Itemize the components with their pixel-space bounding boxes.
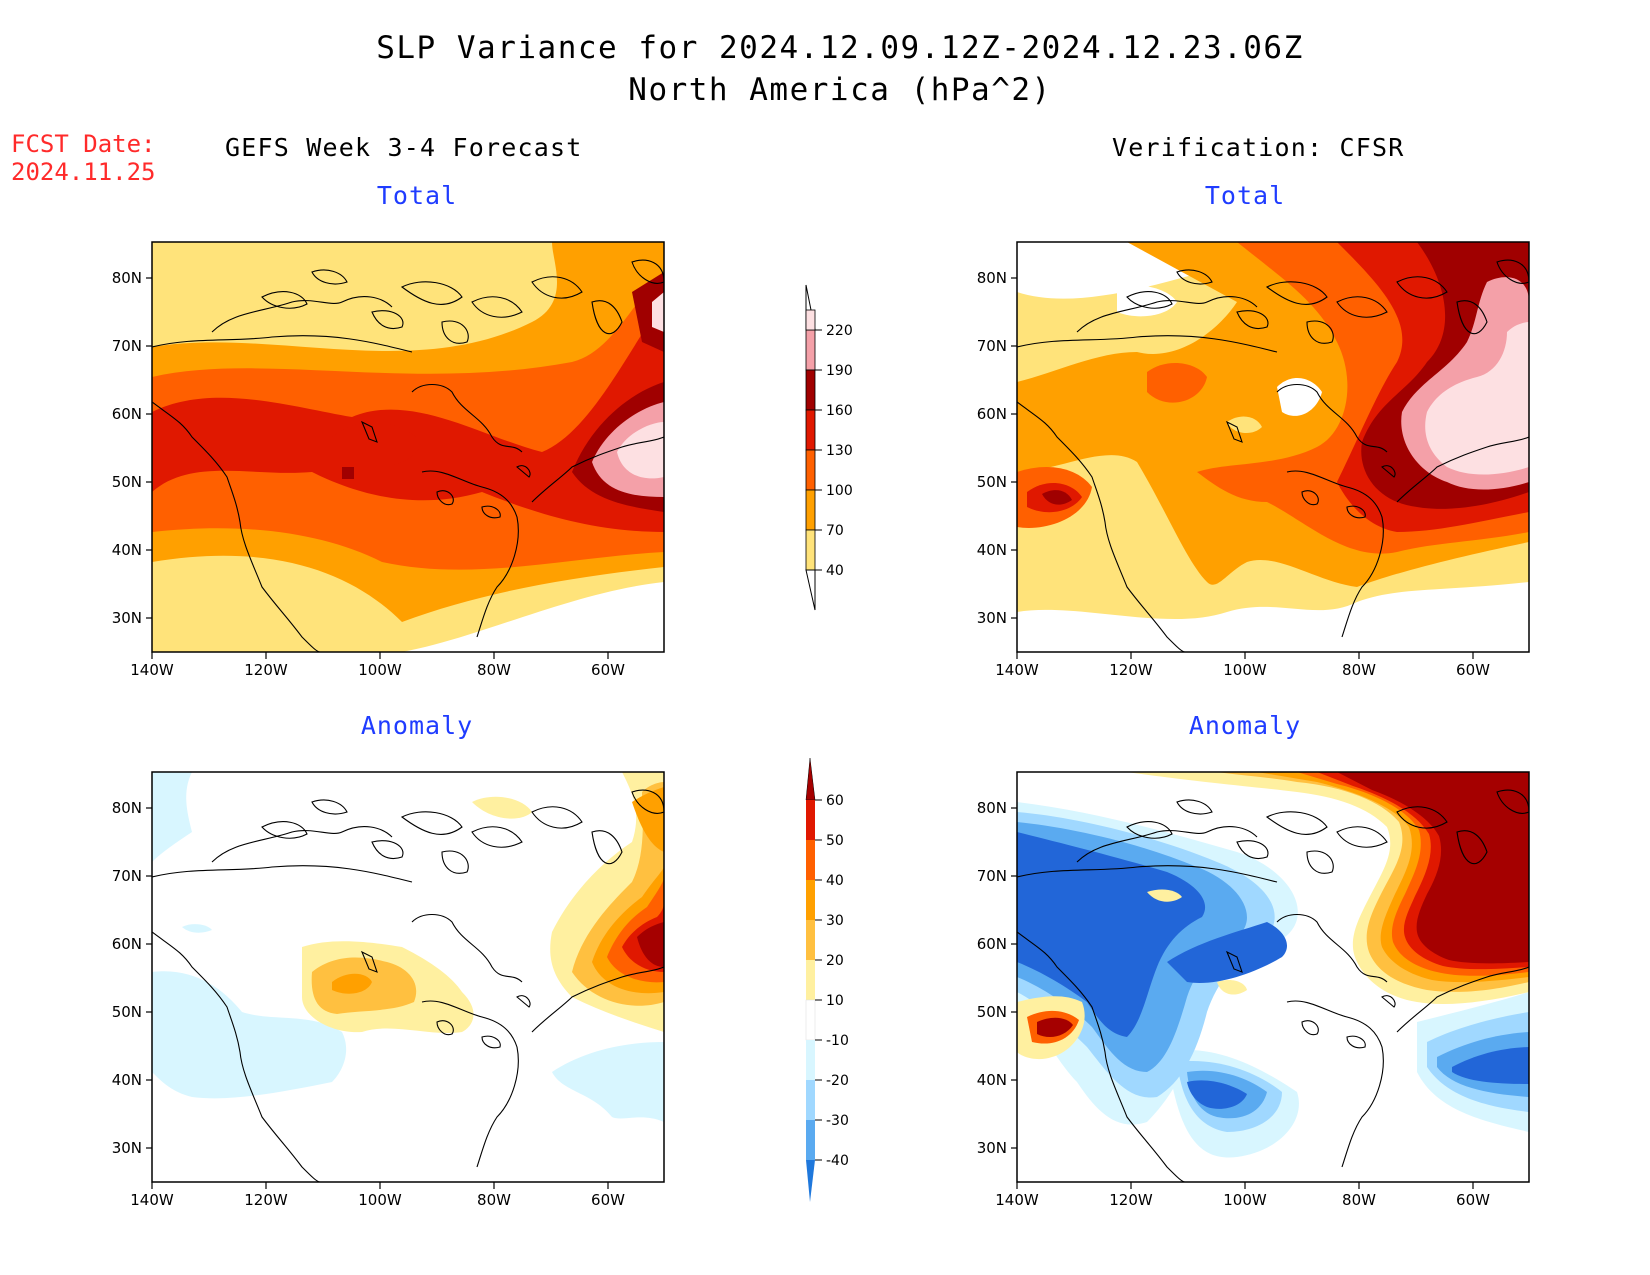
lat-label: 60N — [977, 935, 1007, 953]
colorbar-anomaly-label: -10 — [826, 1033, 849, 1049]
colorbar-anomaly-label: 40 — [826, 873, 844, 889]
lat-label: 80N — [977, 799, 1007, 817]
panel-title-verification-total: Total — [1204, 181, 1286, 210]
panel-title-forecast-total: Total — [376, 181, 458, 210]
lon-label: 140W — [995, 661, 1039, 679]
map-forecast-anomaly — [151, 771, 665, 1183]
map-verification-total — [1016, 241, 1530, 653]
lon-label: 140W — [130, 661, 174, 679]
lat-label: 70N — [112, 337, 142, 355]
map-verification-anomaly — [1016, 771, 1530, 1183]
map-forecast-total — [151, 241, 665, 653]
panel-title-verification-anomaly: Anomaly — [1188, 711, 1302, 740]
colorbar-labels: 40 70 100 130 160 190 220 60 50 40 30 20 10 -10 -20 -30… — [815, 323, 853, 1169]
colorbar-total-label: 130 — [826, 443, 853, 459]
lat-label: 70N — [977, 337, 1007, 355]
fcst-date-label: FCST Date: — [11, 130, 156, 158]
lat-label: 40N — [977, 1071, 1007, 1089]
lat-label: 30N — [977, 1139, 1007, 1157]
lon-label: 100W — [358, 661, 402, 679]
colorbar-anomaly-label: -40 — [826, 1153, 849, 1169]
lon-label: 80W — [1342, 661, 1376, 679]
colorbar-total-label: 70 — [826, 523, 844, 539]
main-title-line2: North America (hPa^2) — [628, 72, 1052, 108]
axes-layer: 80N 70N 60N 50N 40N 30N 140W 120W 100W 80W 60W 80N 7… — [112, 269, 1490, 1209]
lon-label: 120W — [1109, 661, 1153, 679]
lon-label: 60W — [591, 1191, 625, 1209]
lon-label: 100W — [358, 1191, 402, 1209]
lon-label: 120W — [244, 661, 288, 679]
lon-label: 80W — [477, 1191, 511, 1209]
lat-label: 30N — [977, 609, 1007, 627]
lat-label: 80N — [112, 269, 142, 287]
main-title-line1: SLP Variance for 2024.12.09.12Z-2024.12.… — [376, 30, 1304, 66]
lon-label: 60W — [1456, 1191, 1490, 1209]
lat-label: 30N — [112, 1139, 142, 1157]
colorbar-anomaly-label: -30 — [826, 1113, 849, 1129]
lat-label: 60N — [112, 935, 142, 953]
colorbar-total-label: 160 — [826, 403, 853, 419]
lon-label: 80W — [1342, 1191, 1376, 1209]
colorbar-anomaly-label: 50 — [826, 833, 844, 849]
colorbar-anomaly-label: 60 — [826, 793, 844, 809]
lon-label: 120W — [244, 1191, 288, 1209]
lon-label: 100W — [1223, 661, 1267, 679]
lat-label: 50N — [977, 473, 1007, 491]
lat-label: 40N — [112, 541, 142, 559]
lon-label: 120W — [1109, 1191, 1153, 1209]
lat-label: 50N — [112, 473, 142, 491]
lon-label: 100W — [1223, 1191, 1267, 1209]
lat-label: 60N — [112, 405, 142, 423]
lon-label: 140W — [995, 1191, 1039, 1209]
lat-label: 50N — [977, 1003, 1007, 1021]
lat-label: 80N — [112, 799, 142, 817]
column-header-forecast: GEFS Week 3-4 Forecast — [225, 133, 583, 162]
fcst-date-value: 2024.11.25 — [11, 158, 156, 186]
panel-title-forecast-anomaly: Anomaly — [360, 711, 474, 740]
lon-label: 60W — [1456, 661, 1490, 679]
lon-label: 60W — [591, 661, 625, 679]
lat-label: 40N — [112, 1071, 142, 1089]
colorbar-total-label: 40 — [826, 563, 844, 579]
colorbar-anomaly-label: 20 — [826, 953, 844, 969]
colorbar-anomaly — [805, 757, 816, 1202]
colorbar-anomaly-label: -20 — [826, 1073, 849, 1089]
column-header-verification: Verification: CFSR — [1112, 133, 1405, 162]
colorbar-anomaly-label: 10 — [826, 993, 844, 1009]
colorbar-anomaly-label: 30 — [826, 913, 844, 929]
colorbar-total-label: 220 — [826, 323, 853, 339]
colorbar-total-label: 100 — [826, 483, 853, 499]
lat-label: 40N — [977, 541, 1007, 559]
colorbar-total-label: 190 — [826, 363, 853, 379]
colorbar-total — [805, 284, 816, 611]
lat-label: 80N — [977, 269, 1007, 287]
lat-label: 70N — [112, 867, 142, 885]
lat-label: 50N — [112, 1003, 142, 1021]
lat-label: 70N — [977, 867, 1007, 885]
lat-label: 30N — [112, 609, 142, 627]
lat-label: 60N — [977, 405, 1007, 423]
lon-label: 140W — [130, 1191, 174, 1209]
lon-label: 80W — [477, 661, 511, 679]
